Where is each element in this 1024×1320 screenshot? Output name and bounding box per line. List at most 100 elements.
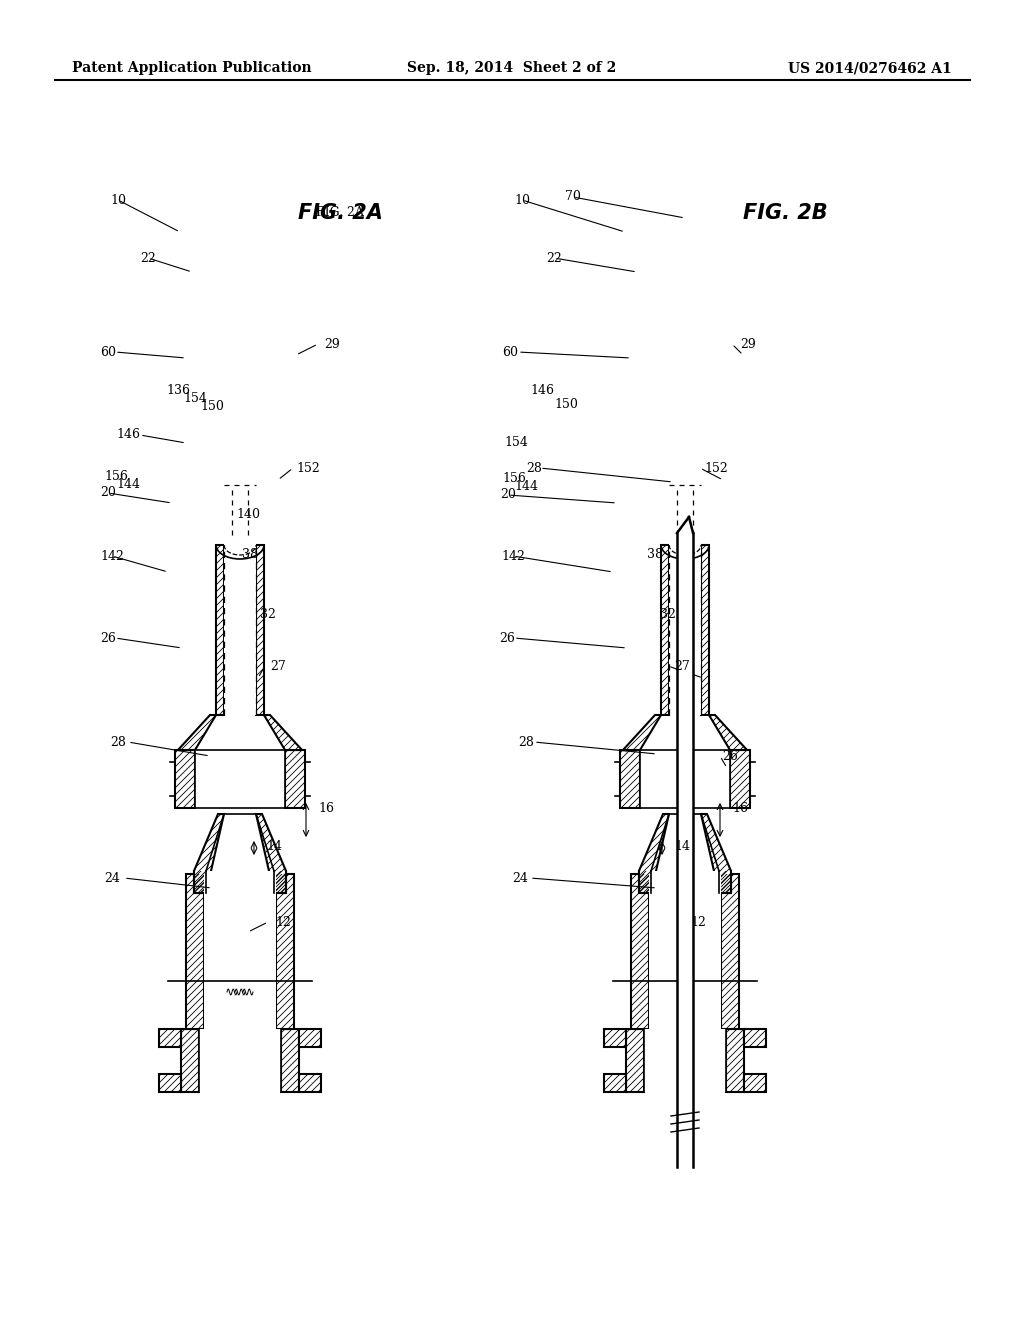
Polygon shape	[701, 814, 731, 894]
Polygon shape	[264, 715, 302, 750]
Polygon shape	[709, 715, 746, 750]
Polygon shape	[256, 814, 286, 894]
Polygon shape	[662, 545, 669, 715]
Text: 154: 154	[183, 392, 207, 404]
Text: 22: 22	[140, 252, 156, 264]
Text: 140: 140	[236, 507, 260, 520]
Polygon shape	[159, 1074, 181, 1092]
Text: 22: 22	[546, 252, 562, 264]
Polygon shape	[721, 874, 739, 1030]
Polygon shape	[639, 814, 669, 894]
Text: US 2014/0276462 A1: US 2014/0276462 A1	[788, 61, 952, 75]
Polygon shape	[730, 750, 750, 808]
Text: 144: 144	[116, 478, 140, 491]
Text: 20: 20	[500, 488, 516, 502]
Text: 38: 38	[647, 548, 663, 561]
Text: 27: 27	[270, 660, 286, 672]
Polygon shape	[639, 871, 651, 894]
Polygon shape	[701, 545, 709, 715]
Text: 142: 142	[100, 549, 124, 562]
Text: FIG. 2A: FIG. 2A	[298, 203, 382, 223]
Polygon shape	[299, 1030, 321, 1047]
Polygon shape	[604, 1074, 626, 1092]
Bar	[677, 533, 693, 1167]
Text: 32: 32	[260, 607, 275, 620]
Text: 144: 144	[514, 479, 538, 492]
Text: 152: 152	[296, 462, 319, 474]
Polygon shape	[204, 954, 276, 997]
Polygon shape	[631, 874, 649, 1030]
Polygon shape	[299, 1074, 321, 1092]
Bar	[651, 871, 719, 894]
Polygon shape	[194, 871, 206, 894]
Bar	[195, 750, 285, 808]
Text: 12: 12	[275, 916, 291, 928]
Bar	[206, 871, 274, 894]
Text: 10: 10	[110, 194, 126, 206]
Text: 27: 27	[674, 660, 690, 672]
Text: 24: 24	[104, 871, 120, 884]
Text: 70: 70	[565, 190, 581, 203]
Text: Sep. 18, 2014  Sheet 2 of 2: Sep. 18, 2014 Sheet 2 of 2	[408, 61, 616, 75]
Polygon shape	[178, 715, 216, 750]
Text: 146: 146	[530, 384, 554, 396]
Text: 60: 60	[502, 346, 518, 359]
Text: 60: 60	[100, 346, 116, 359]
Text: 16: 16	[732, 801, 748, 814]
Bar	[669, 540, 701, 715]
Polygon shape	[726, 1030, 744, 1092]
Polygon shape	[186, 874, 204, 1030]
Polygon shape	[626, 1030, 644, 1092]
Text: 150: 150	[200, 400, 224, 412]
Text: 152: 152	[705, 462, 728, 474]
Text: 136: 136	[166, 384, 190, 396]
Text: 32: 32	[660, 607, 676, 620]
Polygon shape	[175, 750, 195, 808]
Polygon shape	[620, 750, 640, 808]
Polygon shape	[744, 1074, 766, 1092]
Polygon shape	[649, 954, 721, 997]
Text: 16: 16	[318, 801, 334, 814]
Text: 154: 154	[504, 436, 528, 449]
Text: 28: 28	[110, 735, 126, 748]
Polygon shape	[194, 814, 224, 894]
Text: 14: 14	[266, 840, 282, 853]
Polygon shape	[285, 750, 305, 808]
Text: Patent Application Publication: Patent Application Publication	[72, 61, 311, 75]
Text: 28: 28	[526, 462, 542, 474]
Text: 12: 12	[690, 916, 706, 928]
Text: 38: 38	[242, 548, 258, 561]
Polygon shape	[159, 1030, 181, 1047]
Bar	[199, 1030, 281, 1092]
Polygon shape	[216, 545, 224, 715]
Text: 26: 26	[100, 631, 116, 644]
Text: 20: 20	[100, 487, 116, 499]
Bar	[649, 874, 721, 1030]
Polygon shape	[623, 715, 662, 750]
Text: 150: 150	[554, 399, 578, 412]
Polygon shape	[604, 1030, 626, 1047]
Polygon shape	[281, 1030, 299, 1092]
Text: FIG. 2B: FIG. 2B	[742, 203, 827, 223]
Text: 14: 14	[674, 840, 690, 853]
Polygon shape	[181, 1030, 199, 1092]
Polygon shape	[719, 871, 731, 894]
Text: 156: 156	[502, 471, 526, 484]
Text: 10: 10	[514, 194, 530, 206]
Polygon shape	[256, 545, 264, 715]
Bar	[640, 750, 730, 808]
Text: 28: 28	[518, 735, 534, 748]
Polygon shape	[276, 874, 294, 1030]
Text: 29: 29	[325, 338, 340, 351]
Bar	[224, 540, 256, 715]
Text: 26: 26	[722, 750, 738, 763]
Text: 142: 142	[501, 549, 525, 562]
Text: 26: 26	[499, 631, 515, 644]
Text: 24: 24	[512, 871, 528, 884]
Text: 29: 29	[740, 338, 756, 351]
Text: 146: 146	[116, 429, 140, 441]
Bar	[204, 874, 276, 1030]
Polygon shape	[744, 1030, 766, 1047]
Text: 156: 156	[104, 470, 128, 483]
Bar	[644, 1030, 726, 1092]
